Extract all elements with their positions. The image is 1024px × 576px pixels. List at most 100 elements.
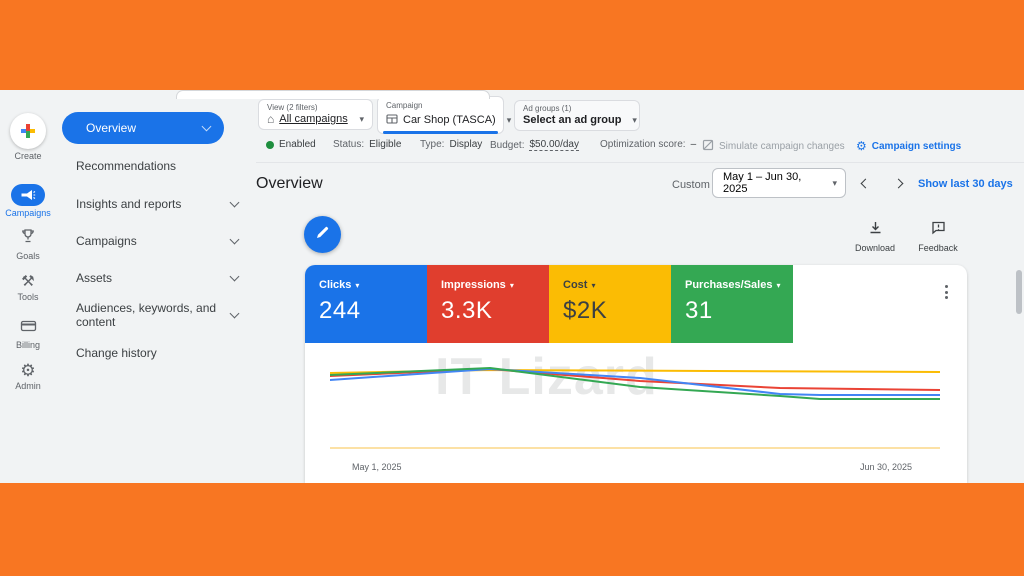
- dropdown-arrow-icon: ▾: [832, 177, 837, 188]
- rail-item-tools[interactable]: ⚒ Tools: [0, 273, 56, 303]
- simulate-icon: [702, 139, 714, 154]
- campaign-status-bar: Enabled Status: Eligible Type: Display B…: [0, 139, 1024, 155]
- metric-value: 3.3K: [441, 297, 493, 324]
- metric-tile-impressions[interactable]: Impressions ▾ 3.3K: [427, 265, 549, 343]
- metric-value: 244: [319, 297, 361, 324]
- metric-value: 31: [685, 297, 713, 324]
- clipped-search-bar: [176, 90, 490, 99]
- rail-label-tools: Tools: [17, 292, 39, 302]
- feedback-icon: [931, 221, 946, 239]
- metric-label: Cost: [563, 279, 588, 291]
- date-mode-label: Custom: [672, 179, 710, 191]
- campaign-settings-label: Campaign settings: [871, 140, 962, 152]
- sidebar-item-change-history-label: Change history: [76, 346, 157, 360]
- dropdown-arrow-icon: ▾: [591, 280, 596, 290]
- trophy-icon: [20, 229, 36, 248]
- chevron-down-icon: [229, 308, 240, 319]
- sidebar-item-campaigns[interactable]: Campaigns: [62, 233, 252, 249]
- dropdown-arrow-icon: ▾: [509, 280, 514, 290]
- status-label: Status:: [333, 139, 365, 150]
- simulate-label: Simulate campaign changes: [719, 141, 845, 152]
- campaign-settings-button[interactable]: ⚙ Campaign settings: [856, 139, 961, 153]
- sidebar-item-overview-label: Overview: [86, 121, 137, 135]
- optimization-value: –: [690, 139, 697, 150]
- rail-label-goals: Goals: [16, 251, 40, 261]
- sidebar-item-campaigns-label: Campaigns: [76, 234, 137, 248]
- metric-value: $2K: [563, 297, 608, 324]
- date-next-button[interactable]: [890, 176, 906, 192]
- download-button[interactable]: Download: [843, 220, 907, 253]
- view-filter-value: All campaigns: [279, 113, 348, 125]
- rail-item-create[interactable]: Create: [0, 113, 56, 161]
- dropdown-arrow-icon: ▾: [355, 280, 360, 290]
- download-label: Download: [854, 243, 896, 253]
- scrollbar-thumb[interactable]: [1016, 270, 1022, 314]
- enabled-label: Enabled: [279, 139, 316, 150]
- sidebar-item-overview[interactable]: Overview: [62, 112, 224, 144]
- adgroups-filter-label: Ad groups (1): [523, 104, 572, 113]
- date-range-picker[interactable]: May 1 – Jun 30, 2025 ▾: [712, 168, 846, 198]
- date-prev-button[interactable]: [857, 176, 873, 192]
- dropdown-arrow-icon: ▾: [632, 114, 637, 125]
- view-filter-label: View (2 filters): [267, 103, 318, 112]
- sidebar-item-change-history[interactable]: Change history: [62, 345, 252, 361]
- tools-icon: ⚒: [21, 273, 35, 290]
- simulate-changes-button[interactable]: Simulate campaign changes: [702, 139, 845, 154]
- download-icon: [868, 222, 883, 239]
- budget-label: Budget:: [490, 139, 525, 151]
- trend-line-chart: [330, 367, 940, 449]
- type-value: Display: [449, 139, 483, 150]
- overview-chart-card: Clicks ▾ 244 Impressions ▾ 3.3K Cost ▾ $2K …: [305, 265, 967, 483]
- chevron-down-icon: [229, 271, 240, 282]
- feedback-button[interactable]: Feedback: [906, 220, 970, 253]
- enabled-dot-icon: [266, 140, 274, 149]
- sidebar-item-audiences[interactable]: Audiences, keywords, and content: [62, 300, 252, 330]
- sidebar-item-audiences-label: Audiences, keywords, and content: [76, 301, 217, 329]
- status-value: Eligible: [369, 139, 402, 150]
- chevron-down-icon: [201, 121, 212, 132]
- adgroups-filter-dropdown[interactable]: Ad groups (1) Select an ad group ▾: [514, 100, 640, 131]
- section-divider: [256, 162, 1024, 163]
- show-last-30-days-link[interactable]: Show last 30 days: [918, 178, 1013, 190]
- metric-tile-purchases[interactable]: Purchases/Sales ▾ 31: [671, 265, 793, 343]
- sidebar-item-insights[interactable]: Insights and reports: [62, 196, 252, 212]
- card-menu-button[interactable]: [939, 282, 953, 302]
- rail-label-create: Create: [14, 151, 42, 161]
- metric-tile-cost[interactable]: Cost ▾ $2K: [549, 265, 671, 343]
- budget-value: $50.00/day: [529, 139, 579, 151]
- sidebar-item-insights-label: Insights and reports: [76, 197, 182, 211]
- sidebar-item-recommendations[interactable]: Recommendations: [62, 158, 252, 174]
- rail-item-admin[interactable]: ⚙ Admin: [0, 362, 56, 391]
- page-title: Overview: [256, 175, 323, 192]
- rail-item-billing[interactable]: Billing: [0, 319, 56, 350]
- x-axis-end-label: Jun 30, 2025: [859, 462, 912, 472]
- date-range-value: May 1 – Jun 30, 2025: [723, 171, 802, 195]
- rail-item-campaigns[interactable]: Campaigns: [0, 184, 56, 218]
- enabled-status[interactable]: Enabled: [266, 139, 316, 150]
- active-filter-underline: [383, 131, 498, 134]
- type-field: Type: Display: [420, 139, 482, 150]
- chevron-down-icon: [229, 197, 240, 208]
- sidebar-item-assets-label: Assets: [76, 271, 113, 285]
- trend-line-purchases-sales: [330, 367, 940, 400]
- campaign-filter-dropdown[interactable]: Campaign Car Shop (TASCA) ▾: [377, 96, 511, 134]
- sidebar-item-recommendations-label: Recommendations: [76, 159, 177, 173]
- chevron-right-icon: [893, 178, 904, 189]
- sidebar-item-assets[interactable]: Assets: [62, 270, 252, 286]
- chevron-down-icon: [229, 234, 240, 245]
- dropdown-arrow-icon: ▾: [776, 280, 781, 290]
- left-rail: Create Campaigns Goals ⚒ To: [0, 90, 56, 483]
- feedback-label: Feedback: [918, 243, 958, 253]
- rail-item-goals[interactable]: Goals: [0, 228, 56, 261]
- type-label: Type:: [420, 139, 445, 150]
- optimization-field: Optimization score: –: [600, 139, 696, 150]
- edit-fab-button[interactable]: [304, 216, 341, 253]
- orange-frame-bottom: [0, 483, 1024, 576]
- campaign-card-icon: [386, 111, 398, 129]
- budget-field[interactable]: Budget: $50.00/day: [490, 139, 579, 151]
- rail-label-billing: Billing: [15, 340, 40, 350]
- metric-tile-clicks[interactable]: Clicks ▾ 244: [305, 265, 427, 343]
- dropdown-arrow-icon: ▾: [359, 113, 364, 124]
- view-filter-dropdown[interactable]: View (2 filters) ⌂ All campaigns ▾: [258, 99, 373, 130]
- metric-label: Clicks: [319, 279, 352, 291]
